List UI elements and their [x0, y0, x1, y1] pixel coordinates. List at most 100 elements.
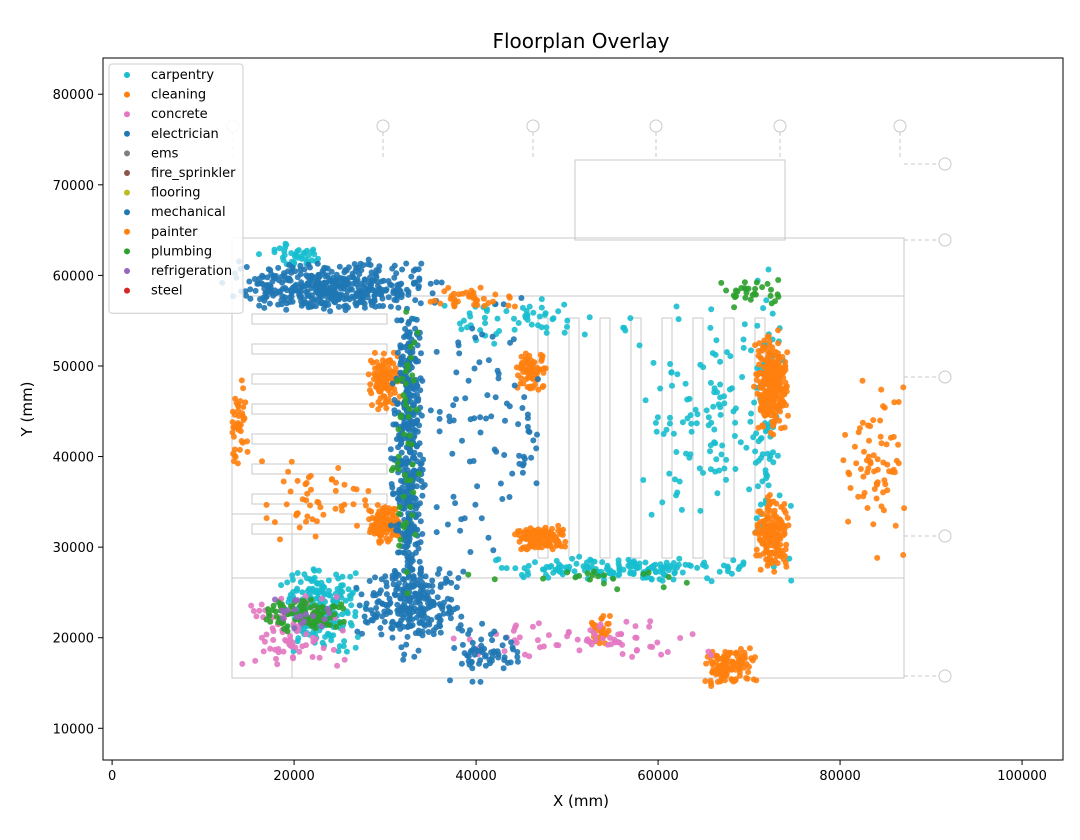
- point-concrete: [658, 651, 665, 658]
- point-concrete: [334, 662, 341, 669]
- point-electrician: [509, 470, 516, 477]
- point-electrician: [406, 529, 412, 536]
- point-mechanical: [379, 288, 386, 295]
- legend-marker-carpentry: [124, 72, 130, 78]
- point-cleaning: [771, 568, 778, 575]
- point-electrician: [418, 574, 425, 581]
- point-cleaning: [517, 380, 524, 387]
- point-cleaning: [229, 419, 236, 426]
- point-cleaning: [783, 563, 790, 570]
- point-cleaning: [369, 402, 375, 409]
- point-cleaning: [353, 486, 360, 493]
- point-carpentry: [711, 426, 718, 433]
- point-cleaning: [745, 669, 752, 676]
- point-carpentry: [754, 322, 761, 329]
- point-electrician: [398, 644, 405, 651]
- point-carpentry: [327, 592, 334, 599]
- point-electrician: [372, 592, 379, 599]
- legend-marker-steel: [124, 287, 130, 294]
- point-mechanical: [371, 296, 378, 303]
- point-electrician: [403, 260, 410, 267]
- point-cleaning: [546, 538, 553, 545]
- point-carpentry: [581, 331, 588, 338]
- point-electrician: [450, 493, 457, 500]
- point-carpentry: [666, 470, 673, 477]
- point-carpentry: [668, 369, 675, 376]
- point-plumbing: [395, 426, 402, 433]
- point-cleaning: [303, 497, 310, 504]
- point-electrician: [495, 651, 502, 658]
- point-electrician: [410, 524, 417, 531]
- point-carpentry: [640, 477, 647, 483]
- point-cleaning: [296, 524, 303, 531]
- point-cleaning: [387, 391, 394, 398]
- point-carpentry: [737, 439, 744, 446]
- point-cleaning: [846, 471, 853, 478]
- point-concrete: [303, 631, 310, 638]
- point-electrician: [394, 601, 401, 608]
- point-concrete: [283, 638, 290, 644]
- point-electrician: [404, 483, 411, 490]
- point-concrete: [619, 651, 626, 657]
- point-plumbing: [270, 602, 277, 609]
- point-carpentry: [757, 501, 764, 508]
- point-electrician: [466, 627, 473, 634]
- point-electrician: [375, 267, 382, 274]
- y-tick-label: 10000: [53, 722, 94, 737]
- point-carpentry: [543, 329, 550, 336]
- point-electrician: [491, 628, 498, 635]
- grid-bubble: [938, 157, 952, 171]
- point-painter: [448, 293, 455, 299]
- point-electrician: [479, 331, 486, 338]
- point-mechanical: [398, 440, 405, 447]
- point-carpentry: [711, 385, 718, 392]
- point-electrician: [265, 266, 272, 273]
- point-carpentry: [536, 313, 543, 320]
- point-plumbing: [400, 522, 407, 528]
- point-electrician: [391, 274, 398, 281]
- point-cleaning: [562, 538, 569, 545]
- point-electrician: [449, 450, 456, 457]
- point-mechanical: [407, 392, 414, 398]
- point-plumbing: [764, 280, 771, 287]
- point-cleaning: [772, 535, 779, 542]
- point-electrician: [465, 658, 472, 665]
- point-electrician: [410, 402, 417, 409]
- point-electrician: [437, 629, 444, 636]
- point-concrete: [501, 648, 508, 655]
- point-electrician: [383, 583, 390, 590]
- point-electrician: [515, 421, 522, 428]
- point-carpentry: [345, 586, 352, 593]
- point-concrete: [274, 661, 281, 668]
- point-carpentry: [298, 255, 305, 262]
- point-cleaning: [238, 377, 245, 384]
- point-carpentry: [715, 401, 722, 408]
- point-carpentry: [694, 564, 701, 571]
- point-carpentry: [682, 380, 689, 387]
- point-cleaning: [229, 408, 236, 415]
- point-mechanical: [410, 410, 416, 417]
- point-electrician: [478, 636, 485, 643]
- point-electrician: [358, 591, 365, 598]
- point-mechanical: [371, 287, 377, 294]
- point-carpentry: [705, 414, 712, 421]
- point-cleaning: [774, 560, 781, 567]
- point-electrician: [488, 413, 495, 420]
- point-concrete: [587, 627, 594, 634]
- point-cleaning: [874, 456, 881, 463]
- point-electrician: [393, 622, 400, 629]
- point-cleaning: [722, 677, 728, 684]
- point-cleaning: [878, 440, 885, 447]
- point-electrician: [410, 575, 417, 581]
- point-cleaning: [775, 355, 782, 362]
- point-carpentry: [464, 324, 470, 331]
- point-carpentry: [352, 570, 359, 577]
- point-carpentry: [456, 320, 463, 327]
- point-cleaning: [558, 543, 565, 550]
- point-plumbing: [723, 287, 730, 294]
- point-electrician: [383, 591, 390, 598]
- point-electrician: [398, 477, 404, 484]
- legend-label-refrigeration: refrigeration: [151, 264, 232, 279]
- point-cleaning: [857, 466, 864, 472]
